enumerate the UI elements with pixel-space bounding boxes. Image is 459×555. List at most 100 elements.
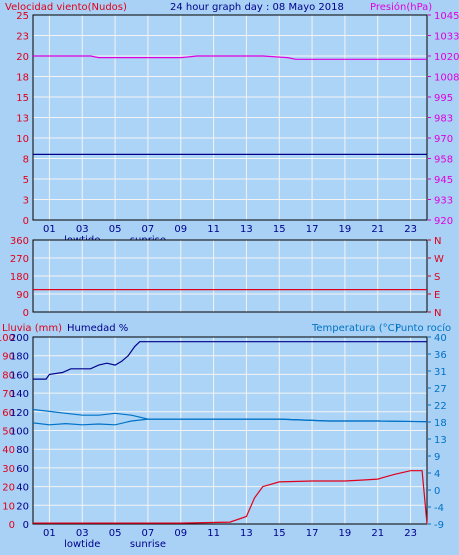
x-tick-label: 05 bbox=[109, 528, 122, 539]
y-tick-label-left: 20 bbox=[16, 52, 29, 63]
x-tick-label: 19 bbox=[339, 224, 352, 235]
y-tick-label-right: 1045 bbox=[434, 11, 459, 22]
y-tick-label-left: 10 bbox=[2, 501, 15, 512]
x-tick-label: 21 bbox=[371, 224, 384, 235]
temperature-axis-title: Temperatura (°C) bbox=[311, 323, 399, 334]
y-tick-label-left: 25 bbox=[16, 11, 29, 22]
y-tick-label-left: 8 bbox=[23, 155, 29, 166]
y-tick-label-left: 20 bbox=[2, 483, 15, 494]
y-tick-label-left: 30 bbox=[2, 464, 15, 475]
y-tick-label-left: 180 bbox=[10, 272, 29, 283]
y-tick-label-right: 983 bbox=[434, 114, 453, 125]
series-pressure-line bbox=[33, 55, 427, 60]
y-tick-label-left: 120 bbox=[10, 408, 29, 419]
x-tick-label: 21 bbox=[371, 528, 384, 539]
x-tick-label: 13 bbox=[240, 224, 253, 235]
rain-axis-title: Lluvia (mm) bbox=[2, 323, 62, 334]
y-tick-label-left: 40 bbox=[16, 483, 29, 494]
y-tick-label-left: 20 bbox=[16, 501, 29, 512]
y-tick-label-right: 9 bbox=[434, 452, 440, 463]
y-tick-label-right: 13 bbox=[434, 435, 447, 446]
y-tick-label-left: 360 bbox=[10, 236, 29, 247]
y-tick-label-right: 22 bbox=[434, 401, 447, 412]
y-tick-label-right: 920 bbox=[434, 216, 453, 227]
x-tick-label: 17 bbox=[306, 528, 319, 539]
series-rain-line bbox=[33, 470, 428, 525]
x-tick-label: 03 bbox=[76, 528, 89, 539]
y-tick-label-left: 70 bbox=[2, 389, 15, 400]
y-tick-label-left: 60 bbox=[2, 408, 15, 419]
panel-wind-pressure: 03 5 8 10 13 15 18 20 23 25 920 933 945 958 970 983 995 1… bbox=[16, 11, 459, 246]
x-tick-label: 23 bbox=[404, 224, 417, 235]
x-tick-label: 07 bbox=[142, 528, 155, 539]
y-tick-label-left: 0 bbox=[23, 520, 29, 531]
x-tick-label: 13 bbox=[240, 528, 253, 539]
y-tick-label-left: 270 bbox=[10, 254, 29, 265]
y-tick-label-left: 10 bbox=[16, 134, 29, 145]
y-tick-label-left: 5 bbox=[23, 175, 29, 186]
y-tick-label-left: 18 bbox=[16, 73, 29, 84]
y-tick-label-right: N bbox=[434, 308, 441, 319]
x-tick-label: 01 bbox=[43, 528, 56, 539]
pressure-axis-title: Presión(hPa) bbox=[370, 1, 432, 13]
x-tick-label: 07 bbox=[142, 224, 155, 235]
y-tick-label-right: 27 bbox=[434, 384, 447, 395]
dewpoint-axis-title: Punto rocío bbox=[395, 322, 451, 334]
y-tick-label-right: 1033 bbox=[434, 32, 459, 43]
y-tick-label-right: -9 bbox=[434, 520, 444, 531]
series-dew-line bbox=[32, 418, 428, 426]
plot-border bbox=[32, 14, 428, 221]
y-tick-label-right: 36 bbox=[434, 350, 447, 361]
y-tick-label-left: 160 bbox=[10, 370, 29, 381]
plot-border bbox=[32, 239, 428, 313]
y-tick-label-left: 200 bbox=[10, 333, 29, 344]
y-tick-label-left: 90 bbox=[16, 290, 29, 301]
x-tick-label: 19 bbox=[339, 528, 352, 539]
y-tick-label-left: 13 bbox=[16, 114, 29, 125]
x-tick-label: 23 bbox=[404, 528, 417, 539]
y-tick-label-left: 15 bbox=[16, 93, 29, 104]
y-tick-label-left: 40 bbox=[2, 445, 15, 456]
y-tick-label-left: 60 bbox=[16, 464, 29, 475]
y-tick-label-right: -4 bbox=[434, 503, 444, 514]
y-tick-label-left: 0 bbox=[9, 520, 15, 531]
y-tick-label-left: 90 bbox=[2, 352, 15, 363]
y-tick-label-left: 80 bbox=[2, 370, 15, 381]
y-tick-label-left: 80 bbox=[16, 445, 29, 456]
y-tick-label-left: 100 bbox=[0, 333, 15, 344]
y-tick-label-right: 958 bbox=[434, 155, 453, 166]
y-tick-label-right: 995 bbox=[434, 93, 453, 104]
y-tick-label-right: 31 bbox=[434, 367, 447, 378]
y-tick-label-right: 970 bbox=[434, 134, 453, 145]
y-tick-label-right: S bbox=[434, 272, 440, 283]
y-tick-label-right: N bbox=[434, 236, 441, 247]
y-tick-label-left: 0 bbox=[23, 308, 29, 319]
y-tick-label-right: 0 bbox=[434, 486, 440, 497]
x-tick-label: 09 bbox=[174, 528, 187, 539]
y-tick-label-left: 140 bbox=[10, 389, 29, 400]
y-tick-label-right: 933 bbox=[434, 196, 453, 207]
graph-title: 24 hour graph day : 08 Mayo 2018 bbox=[170, 2, 344, 13]
x-tick-label: 03 bbox=[76, 224, 89, 235]
y-tick-label-right: 945 bbox=[434, 175, 453, 186]
y-tick-label-right: 1008 bbox=[434, 73, 459, 84]
humidity-axis-title: Humedad % bbox=[67, 323, 128, 334]
x-tick-label: 15 bbox=[273, 224, 286, 235]
y-tick-label-right: 1020 bbox=[434, 52, 459, 63]
y-tick-label-right: 18 bbox=[434, 418, 447, 429]
y-tick-label-right: W bbox=[434, 254, 444, 265]
x-tick-label: 11 bbox=[207, 224, 220, 235]
x-tick-label: 17 bbox=[306, 224, 319, 235]
y-tick-label-right: E bbox=[434, 290, 440, 301]
y-tick-label-left: 23 bbox=[16, 32, 29, 43]
x-marker-label: sunrise bbox=[130, 539, 166, 550]
x-tick-label: 15 bbox=[273, 528, 286, 539]
x-tick-label: 09 bbox=[174, 224, 187, 235]
x-tick-label: 05 bbox=[109, 224, 122, 235]
x-tick-label: 01 bbox=[43, 224, 56, 235]
y-tick-label-right: 4 bbox=[434, 469, 440, 480]
plot-border bbox=[32, 336, 428, 525]
y-tick-label-left: 3 bbox=[23, 196, 29, 207]
